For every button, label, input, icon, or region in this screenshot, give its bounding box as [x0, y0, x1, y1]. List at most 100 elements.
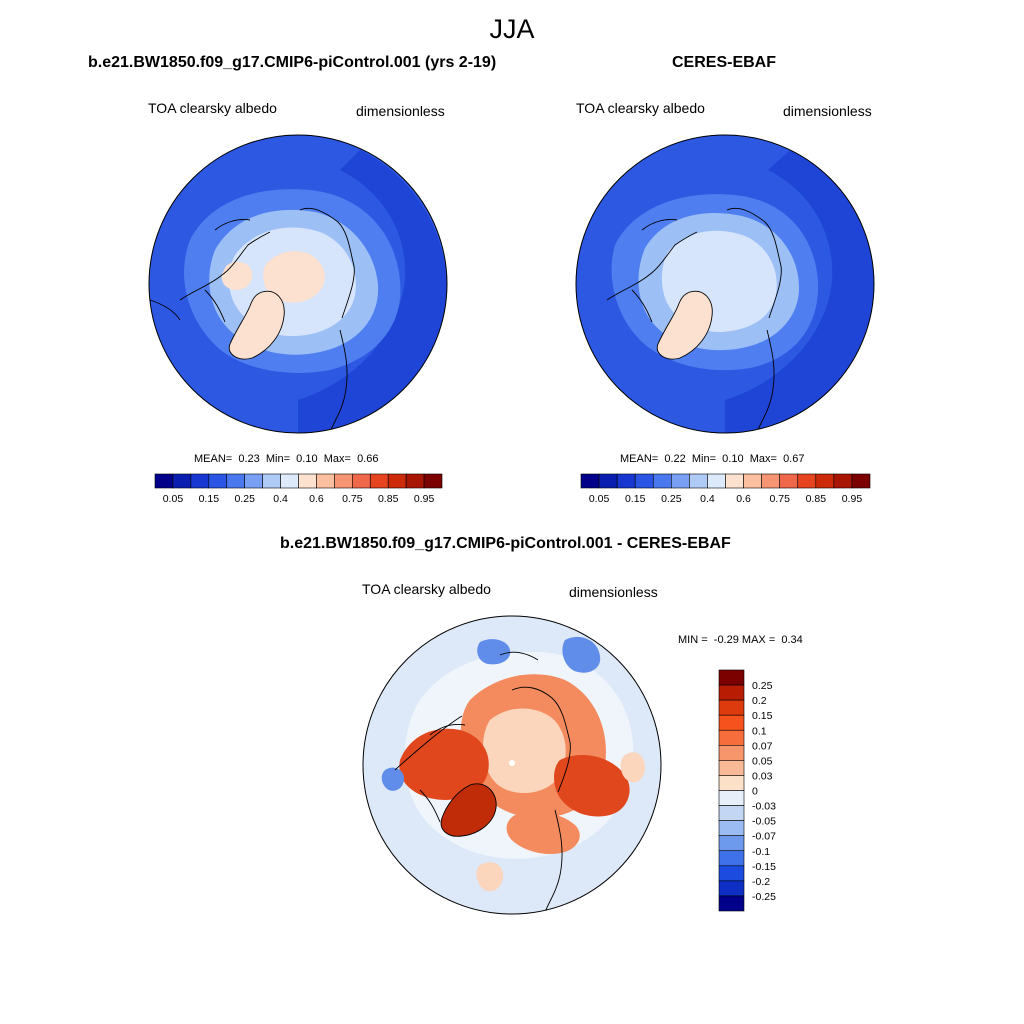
- model-colorbar-tick-label: 0.05: [163, 493, 184, 505]
- diff-colorbar-swatch: [718, 895, 745, 912]
- obs-greenland: [657, 291, 713, 360]
- diff-max-label: MAX =: [741, 634, 776, 646]
- diff-colorbar-swatch: [718, 699, 745, 716]
- model-min-value: 0.10: [296, 453, 318, 465]
- diff-colorbar-tick-label: 0.15: [752, 710, 773, 722]
- obs-colorbar-tick-label: 0.05: [589, 493, 610, 505]
- obs-outer-dark-band: [725, 150, 874, 433]
- diff-max-value: 0.34: [781, 634, 803, 646]
- diff-colorbar-tick-label: 0: [752, 786, 758, 798]
- obs-colorbar-swatch: [833, 473, 853, 489]
- diff-colorbar-tick-label: 0.07: [752, 740, 773, 752]
- diff-map-border: [362, 615, 662, 915]
- model-variable-label: TOA clearsky albedo: [148, 100, 277, 116]
- diff-colorbar-swatch: [718, 820, 745, 836]
- obs-variable-label: TOA clearsky albedo: [576, 100, 705, 116]
- obs-colorbar-tick-label: 0.6: [736, 493, 751, 505]
- diff-colorbar: 0.25 0.2 0.15 0.1 0.07 0.05 0.03 0 -0.03 -0.05 -0.…: [718, 669, 776, 912]
- obs-mean-value: 0.22: [664, 453, 686, 465]
- obs-colorbar-swatch: [851, 473, 871, 489]
- model-panel-title: b.e21.BW1850.f09_g17.CMIP6-piControl.001…: [88, 54, 497, 71]
- diff-colorbar-tick-label: -0.2: [752, 876, 770, 888]
- diff-colorbar-tick-label: -0.25: [752, 891, 776, 903]
- diff-colorbar-tick-label: -0.05: [752, 816, 776, 828]
- obs-stats: MEAN= 0.22 Min= 0.10 Max= 0.67: [620, 453, 804, 465]
- diff-peach-patch-right: [620, 752, 645, 783]
- model-colorbar-swatch: [244, 473, 263, 489]
- diff-panel-title: b.e21.BW1850.f09_g17.CMIP6-piControl.001…: [280, 535, 731, 552]
- diff-units-label: dimensionless: [569, 584, 658, 600]
- model-colorbar-swatch: [387, 473, 407, 489]
- model-colorbar-swatch: [423, 473, 443, 489]
- model-colorbar-tick-label: 0.95: [414, 493, 435, 505]
- model-colorbar-swatch: [208, 473, 228, 489]
- diff-colorbar-swatch: [718, 775, 745, 791]
- diff-colorbar-swatch: [718, 805, 745, 821]
- obs-colorbar-swatch: [634, 473, 654, 489]
- diff-blue-patch-left: [381, 767, 405, 791]
- model-arctic-peach-patch: [263, 251, 325, 303]
- obs-panel-title: CERES-EBAF: [672, 54, 777, 71]
- diff-pole-marker: [509, 760, 515, 766]
- obs-polar-map: [576, 135, 874, 433]
- model-outer-dark-band: [298, 150, 447, 433]
- obs-coastlines: [606, 207, 782, 433]
- diff-peach-patch-bottom: [476, 862, 504, 892]
- diff-min-value: -0.29: [713, 634, 739, 646]
- diff-colorbar-tick-label: -0.15: [752, 861, 776, 873]
- diff-colorbar-swatch: [718, 760, 745, 776]
- model-colorbar-tick-label: 0.25: [234, 493, 255, 505]
- model-colorbar-swatch: [298, 473, 317, 489]
- obs-colorbar: 0.05 0.15 0.25 0.4 0.6 0.75 0.85 0.95: [580, 473, 871, 505]
- model-stats: MEAN= 0.23 Min= 0.10 Max= 0.66: [194, 453, 378, 465]
- obs-colorbar-swatch: [652, 473, 672, 489]
- obs-colorbar-swatch: [815, 473, 835, 489]
- model-colorbar-tick-label: 0.6: [309, 493, 324, 505]
- diff-colorbar-tick-label: -0.03: [752, 801, 776, 813]
- diff-siberia-red: [554, 755, 630, 817]
- obs-colorbar-tick-label: 0.75: [769, 493, 790, 505]
- diff-colorbar-swatch: [718, 745, 745, 761]
- model-colorbar-swatch: [262, 473, 281, 489]
- diff-colorbar-swatch: [718, 714, 745, 731]
- diff-colorbar-swatch: [718, 880, 745, 897]
- model-mean-label: MEAN=: [194, 453, 233, 465]
- diff-colorbar-tick-label: 0.1: [752, 725, 767, 737]
- model-colorbar-swatch: [190, 473, 210, 489]
- obs-colorbar-swatch: [598, 473, 618, 489]
- model-colorbar-tick-label: 0.85: [378, 493, 399, 505]
- obs-colorbar-tick-label: 0.25: [661, 493, 682, 505]
- model-polar-map: [149, 135, 447, 433]
- model-colorbar-tick-label: 0.4: [273, 493, 288, 505]
- obs-min-value: 0.10: [722, 453, 744, 465]
- obs-colorbar-tick-label: 0.4: [700, 493, 715, 505]
- obs-colorbar-swatch: [671, 473, 690, 489]
- model-map-border: [148, 134, 448, 434]
- model-colorbar-swatch: [369, 473, 389, 489]
- model-coastlines: [149, 207, 355, 433]
- diff-colorbar-tick-label: -0.1: [752, 846, 770, 858]
- season-title: JJA: [489, 14, 535, 44]
- model-colorbar: 0.05 0.15 0.25 0.4 0.6 0.75 0.85 0.95: [154, 473, 443, 505]
- obs-colorbar-swatch: [779, 473, 799, 489]
- diff-colorbar-tick-label: -0.07: [752, 831, 776, 843]
- model-colorbar-swatch: [316, 473, 335, 489]
- model-colorbar-swatch: [352, 473, 371, 489]
- obs-min-label: Min=: [691, 453, 717, 465]
- diff-colorbar-swatch: [718, 729, 745, 746]
- diff-arctic-peach-core: [483, 708, 566, 794]
- obs-colorbar-tick-label: 0.85: [806, 493, 827, 505]
- obs-colorbar-tick-label: 0.95: [842, 493, 863, 505]
- diff-colorbar-swatch: [718, 790, 745, 806]
- model-max-value: 0.66: [357, 453, 379, 465]
- obs-colorbar-swatch: [707, 473, 726, 489]
- diff-blue-patch-topright: [562, 636, 601, 673]
- obs-colorbar-swatch: [743, 473, 762, 489]
- model-greenland: [229, 291, 285, 360]
- obs-colorbar-swatch: [616, 473, 636, 489]
- model-min-label: Min=: [265, 453, 291, 465]
- obs-max-label: Max=: [749, 453, 777, 465]
- diff-colorbar-tick-label: 0.03: [752, 770, 773, 782]
- model-colorbar-swatch: [226, 473, 245, 489]
